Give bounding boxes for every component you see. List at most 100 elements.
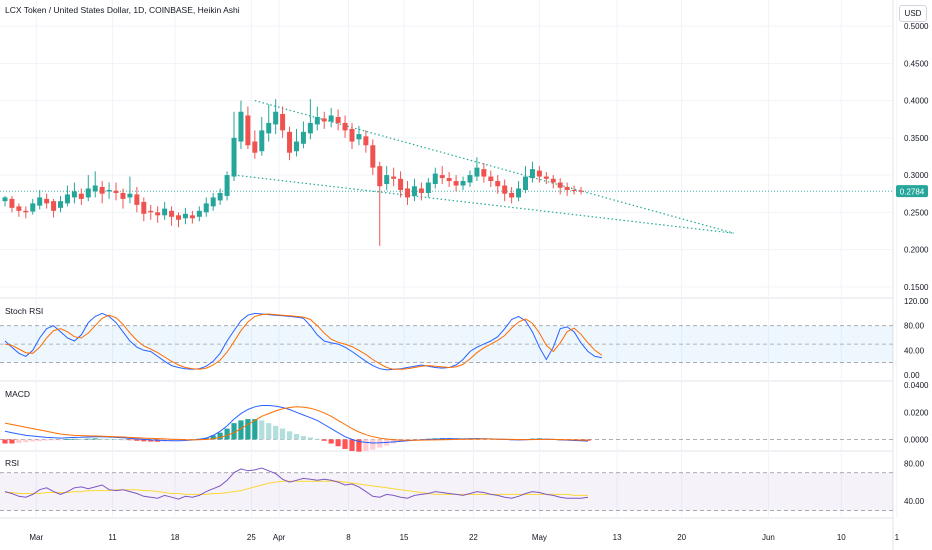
time-tick-label: Apr <box>273 533 286 542</box>
time-tick-label: May <box>532 533 547 542</box>
macd-histogram-bar <box>78 438 84 440</box>
candle-body <box>488 176 494 182</box>
macd-histogram-bar <box>92 438 98 440</box>
macd-histogram-bar <box>286 431 293 440</box>
candle-body <box>71 191 77 198</box>
candle-body <box>564 186 570 190</box>
candle-body <box>418 188 424 193</box>
candle-body <box>453 181 459 186</box>
candle-body <box>113 190 119 193</box>
rsi-label[interactable]: RSI <box>5 458 20 468</box>
rsi-tick-label: 40.00 <box>904 497 925 506</box>
macd-histogram-bar <box>238 420 244 440</box>
candle-body <box>398 178 404 190</box>
candle-body <box>363 136 369 146</box>
candle-body <box>259 130 265 152</box>
candle-body <box>578 190 584 192</box>
stoch-rsi-label[interactable]: Stoch RSI <box>5 306 44 316</box>
symbol-title[interactable]: LCX Token / United States Dollar, 1D, CO… <box>5 5 240 15</box>
trendline <box>233 174 734 234</box>
macd-signal-line <box>4 406 589 441</box>
time-tick-label: 20 <box>677 533 686 542</box>
macd-tick-label: 0.0400 <box>904 381 929 390</box>
candle-body <box>210 197 216 207</box>
candle-body <box>203 203 209 213</box>
candle-body <box>30 203 36 212</box>
macd-histogram-bar <box>50 439 57 441</box>
macd-histogram-bar <box>2 439 8 444</box>
candle-body <box>307 122 313 134</box>
rsi-line <box>4 467 589 500</box>
time-tick-label: Mar <box>29 533 43 542</box>
candle-body <box>169 210 175 217</box>
candle-body <box>502 185 508 194</box>
candle-body <box>377 166 383 187</box>
candle-body <box>467 175 473 183</box>
candle-body <box>231 137 237 177</box>
stoch-tick-label: 120.00 <box>904 297 929 306</box>
candle-body <box>9 198 15 208</box>
macd-histogram-bar <box>273 425 279 440</box>
macd-histogram-bar <box>210 435 216 440</box>
candle-body <box>176 215 181 220</box>
last-price-badge <box>896 185 928 198</box>
rsi-band-fill <box>0 472 893 511</box>
macd-histogram-bar <box>113 439 119 440</box>
time-tick-label: 8 <box>346 533 351 542</box>
price-tick-label: 0.5000 <box>904 22 929 31</box>
candle-body <box>384 175 390 185</box>
candle-body <box>300 131 306 144</box>
macd-histogram-bar <box>44 439 50 441</box>
candle-body <box>2 197 8 202</box>
candle-body <box>293 141 299 152</box>
candle-body <box>196 210 202 217</box>
macd-histogram-bar <box>231 423 237 440</box>
macd-tick-label: 0.0000 <box>904 435 929 444</box>
candle-body <box>516 188 522 198</box>
stoch-tick-label: 40.00 <box>904 346 925 355</box>
candle-body <box>92 185 98 192</box>
macd-histogram-bar <box>280 428 286 440</box>
macd-histogram-bar <box>120 439 126 441</box>
macd-histogram-bar <box>245 419 251 440</box>
candle-body <box>287 131 293 153</box>
currency-button[interactable]: USD <box>899 5 927 22</box>
time-tick-label: Jun <box>762 533 775 542</box>
macd-histogram-bar <box>9 439 15 444</box>
candle-body <box>238 111 244 142</box>
last-price-label: 0.2784 <box>900 188 925 197</box>
macd-histogram-bar <box>356 439 362 452</box>
macd-histogram-bar <box>224 428 230 440</box>
candle-body <box>252 141 258 153</box>
price-tick-label: 0.3000 <box>904 171 929 180</box>
candle-body <box>148 210 154 213</box>
candle-body <box>335 116 341 123</box>
time-tick-label: 22 <box>469 533 478 542</box>
macd-histogram-bar <box>23 439 29 443</box>
macd-histogram-bar <box>266 423 272 440</box>
candle-body <box>405 188 411 198</box>
stoch-tick-label: 0.00 <box>904 371 920 380</box>
candle-body <box>543 176 549 179</box>
macd-histogram-bar <box>99 438 105 440</box>
macd-histogram-bar <box>148 439 154 442</box>
candle-body <box>571 189 577 191</box>
candle-body <box>328 115 334 122</box>
stoch-tick-label: 80.00 <box>904 322 925 331</box>
candle-body <box>266 122 272 134</box>
macd-histogram-bar <box>377 439 383 448</box>
candle-body <box>481 169 487 177</box>
candle-body <box>411 186 417 196</box>
candle-body <box>23 210 29 213</box>
time-tick-label: 18 <box>171 533 180 542</box>
candle-body <box>44 198 50 204</box>
macd-label[interactable]: MACD <box>5 389 31 399</box>
candle-body <box>141 201 147 214</box>
price-tick-label: 0.4000 <box>904 97 929 106</box>
candle-body <box>224 175 230 196</box>
macd-histogram-bar <box>300 436 307 440</box>
candle-body <box>536 170 542 177</box>
candle-body <box>474 167 480 177</box>
